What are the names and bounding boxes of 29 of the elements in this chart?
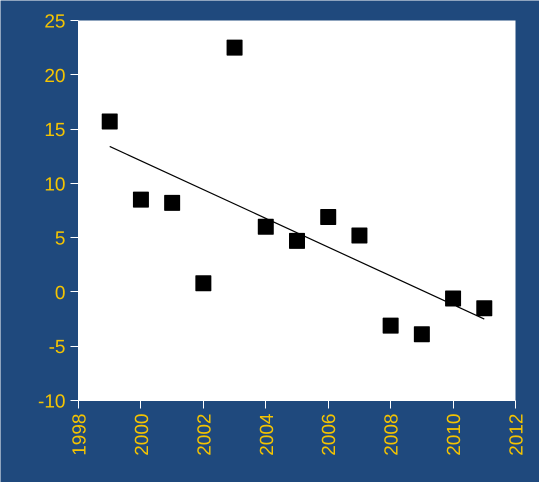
point	[351, 227, 368, 244]
x-tick-label: 2012	[506, 413, 528, 456]
point	[414, 326, 430, 342]
point	[164, 194, 180, 211]
y-tick-label: 5	[54, 228, 66, 250]
x-tick-label: 2000	[132, 413, 153, 456]
x-tick-label: 2006	[319, 413, 340, 456]
x-tick-label: 2010	[444, 413, 466, 456]
y-tick-label: 15	[44, 120, 66, 142]
point	[289, 232, 305, 249]
y-tick-label: -5	[48, 337, 66, 358]
point	[132, 192, 149, 208]
y-tick-label: -10	[38, 392, 66, 412]
point	[476, 300, 492, 316]
y-tick-label: 20	[44, 66, 66, 87]
point	[102, 113, 118, 130]
point	[445, 290, 462, 306]
point	[320, 209, 336, 226]
point	[195, 275, 212, 292]
y-tick-label: 10	[44, 174, 66, 196]
point	[258, 218, 274, 235]
point	[382, 318, 399, 334]
y-tick-label: 25	[44, 12, 66, 32]
x-tick-label: 2004	[256, 413, 278, 456]
x-tick-label: 2002	[194, 413, 216, 456]
y-tick-label: 0	[54, 282, 66, 304]
x-tick-label: 2008	[382, 413, 403, 456]
point	[226, 40, 243, 56]
x-tick-label: 1998	[70, 413, 90, 456]
